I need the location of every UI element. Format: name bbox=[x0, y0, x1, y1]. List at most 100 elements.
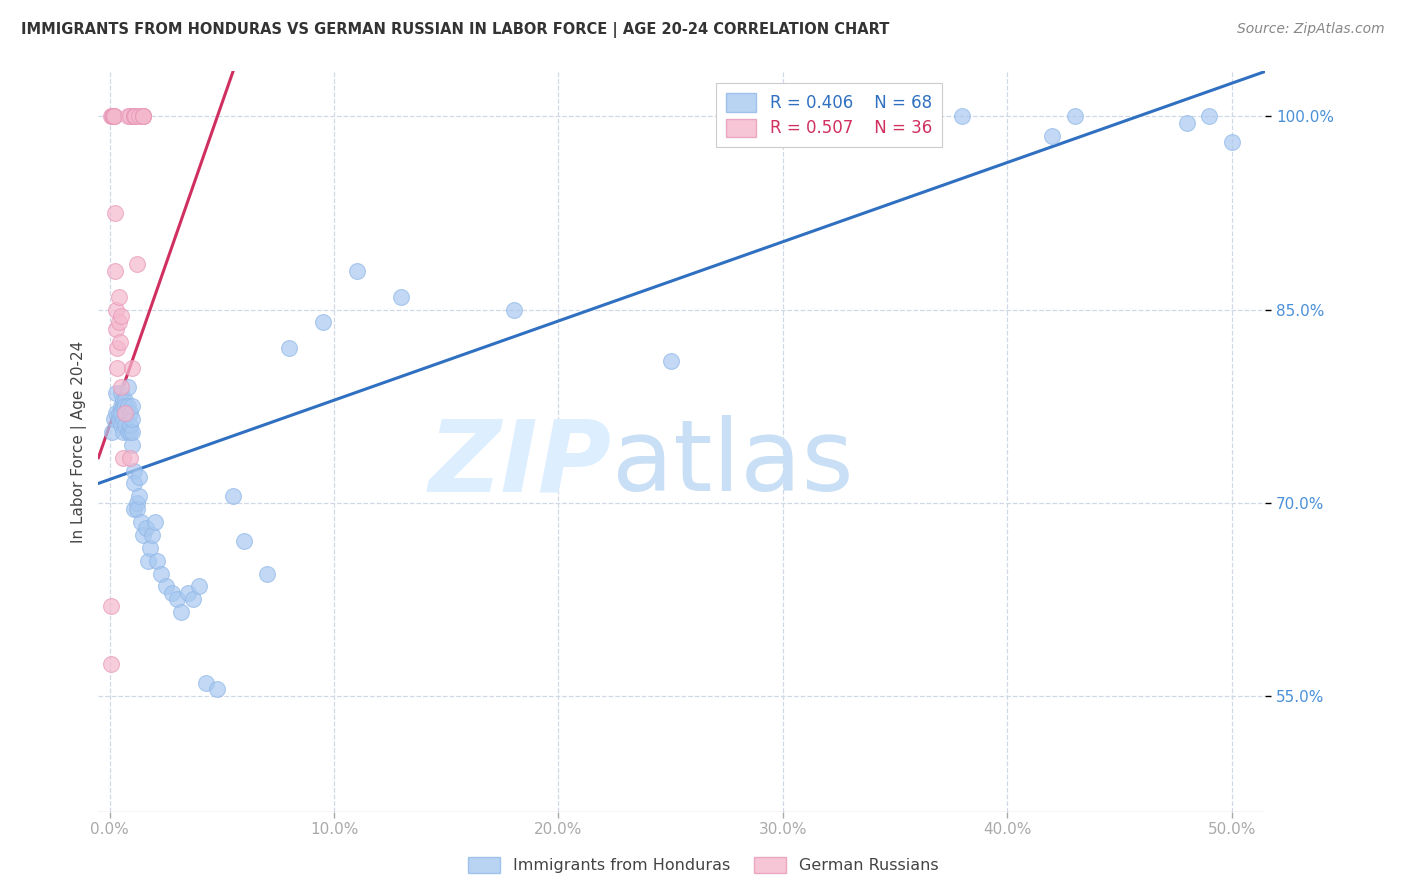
Point bbox=[312, 315, 335, 329]
Point bbox=[112, 412, 135, 426]
Point bbox=[107, 406, 129, 420]
Point bbox=[132, 110, 155, 124]
Point bbox=[125, 496, 148, 510]
Point bbox=[103, 412, 125, 426]
Point bbox=[121, 412, 143, 426]
Legend: Immigrants from Honduras, German Russians: Immigrants from Honduras, German Russian… bbox=[461, 850, 945, 880]
Text: atlas: atlas bbox=[612, 416, 853, 512]
Point bbox=[124, 476, 146, 491]
Point bbox=[129, 515, 152, 529]
Legend: R = 0.406    N = 68, R = 0.507    N = 36: R = 0.406 N = 68, R = 0.507 N = 36 bbox=[717, 83, 942, 147]
Point bbox=[128, 470, 150, 484]
Point bbox=[103, 110, 125, 124]
Point bbox=[117, 380, 139, 394]
Point bbox=[121, 438, 143, 452]
Point bbox=[103, 110, 125, 124]
Point bbox=[233, 534, 256, 549]
Point bbox=[124, 110, 146, 124]
Point bbox=[105, 406, 128, 420]
Point bbox=[125, 258, 148, 272]
Point bbox=[118, 110, 141, 124]
Point bbox=[110, 399, 132, 413]
Point bbox=[121, 399, 143, 413]
Point bbox=[112, 399, 135, 413]
Point bbox=[150, 566, 173, 581]
Point bbox=[1040, 128, 1063, 143]
Point bbox=[1220, 135, 1243, 149]
Point bbox=[107, 290, 129, 304]
Point bbox=[128, 110, 150, 124]
Point bbox=[1175, 116, 1198, 130]
Text: ZIP: ZIP bbox=[429, 416, 612, 512]
Point bbox=[222, 489, 245, 503]
Point bbox=[1063, 110, 1085, 124]
Point bbox=[132, 110, 155, 124]
Point bbox=[136, 554, 159, 568]
Point bbox=[124, 502, 146, 516]
Point bbox=[117, 399, 139, 413]
Point bbox=[112, 450, 135, 465]
Point bbox=[118, 425, 141, 439]
Point bbox=[117, 110, 139, 124]
Point bbox=[128, 489, 150, 503]
Point bbox=[101, 110, 124, 124]
Text: IMMIGRANTS FROM HONDURAS VS GERMAN RUSSIAN IN LABOR FORCE | AGE 20-24 CORRELATIO: IMMIGRANTS FROM HONDURAS VS GERMAN RUSSI… bbox=[21, 22, 890, 38]
Point bbox=[104, 206, 127, 220]
Point bbox=[155, 579, 177, 593]
Point bbox=[107, 360, 129, 375]
Point bbox=[132, 528, 155, 542]
Point bbox=[100, 599, 122, 613]
Point bbox=[124, 110, 146, 124]
Point bbox=[170, 605, 193, 619]
Point bbox=[141, 528, 163, 542]
Point bbox=[124, 463, 146, 477]
Point bbox=[100, 110, 122, 124]
Point bbox=[125, 502, 148, 516]
Point bbox=[103, 110, 125, 124]
Point bbox=[107, 341, 129, 355]
Text: Source: ZipAtlas.com: Source: ZipAtlas.com bbox=[1237, 22, 1385, 37]
Point bbox=[101, 425, 124, 439]
Point bbox=[117, 425, 139, 439]
Point bbox=[105, 302, 128, 317]
Point bbox=[114, 392, 136, 407]
Point bbox=[502, 302, 524, 317]
Point bbox=[162, 586, 184, 600]
Point bbox=[659, 354, 682, 368]
Point bbox=[124, 110, 146, 124]
Point bbox=[188, 579, 211, 593]
Point bbox=[114, 399, 136, 413]
Point bbox=[1198, 110, 1220, 124]
Point bbox=[105, 322, 128, 336]
Point bbox=[132, 110, 155, 124]
Point bbox=[132, 110, 155, 124]
Point bbox=[181, 592, 204, 607]
Point bbox=[207, 682, 229, 697]
Point bbox=[104, 264, 127, 278]
Point bbox=[110, 418, 132, 433]
Point bbox=[952, 110, 974, 124]
Point bbox=[118, 418, 141, 433]
Point bbox=[135, 521, 157, 535]
Point bbox=[121, 360, 143, 375]
Point bbox=[110, 406, 132, 420]
Point bbox=[114, 406, 136, 420]
Point bbox=[195, 676, 218, 690]
Point bbox=[105, 386, 128, 401]
Point bbox=[100, 657, 122, 671]
Point bbox=[101, 110, 124, 124]
Point bbox=[110, 380, 132, 394]
Point bbox=[118, 450, 141, 465]
Point bbox=[166, 592, 188, 607]
Point bbox=[107, 315, 129, 329]
Point bbox=[124, 110, 146, 124]
Point bbox=[110, 386, 132, 401]
Point bbox=[256, 566, 278, 581]
Point bbox=[177, 586, 200, 600]
Point bbox=[101, 110, 124, 124]
Y-axis label: In Labor Force | Age 20-24: In Labor Force | Age 20-24 bbox=[72, 341, 87, 542]
Point bbox=[112, 392, 135, 407]
Point bbox=[143, 515, 166, 529]
Point bbox=[121, 425, 143, 439]
Point bbox=[114, 418, 136, 433]
